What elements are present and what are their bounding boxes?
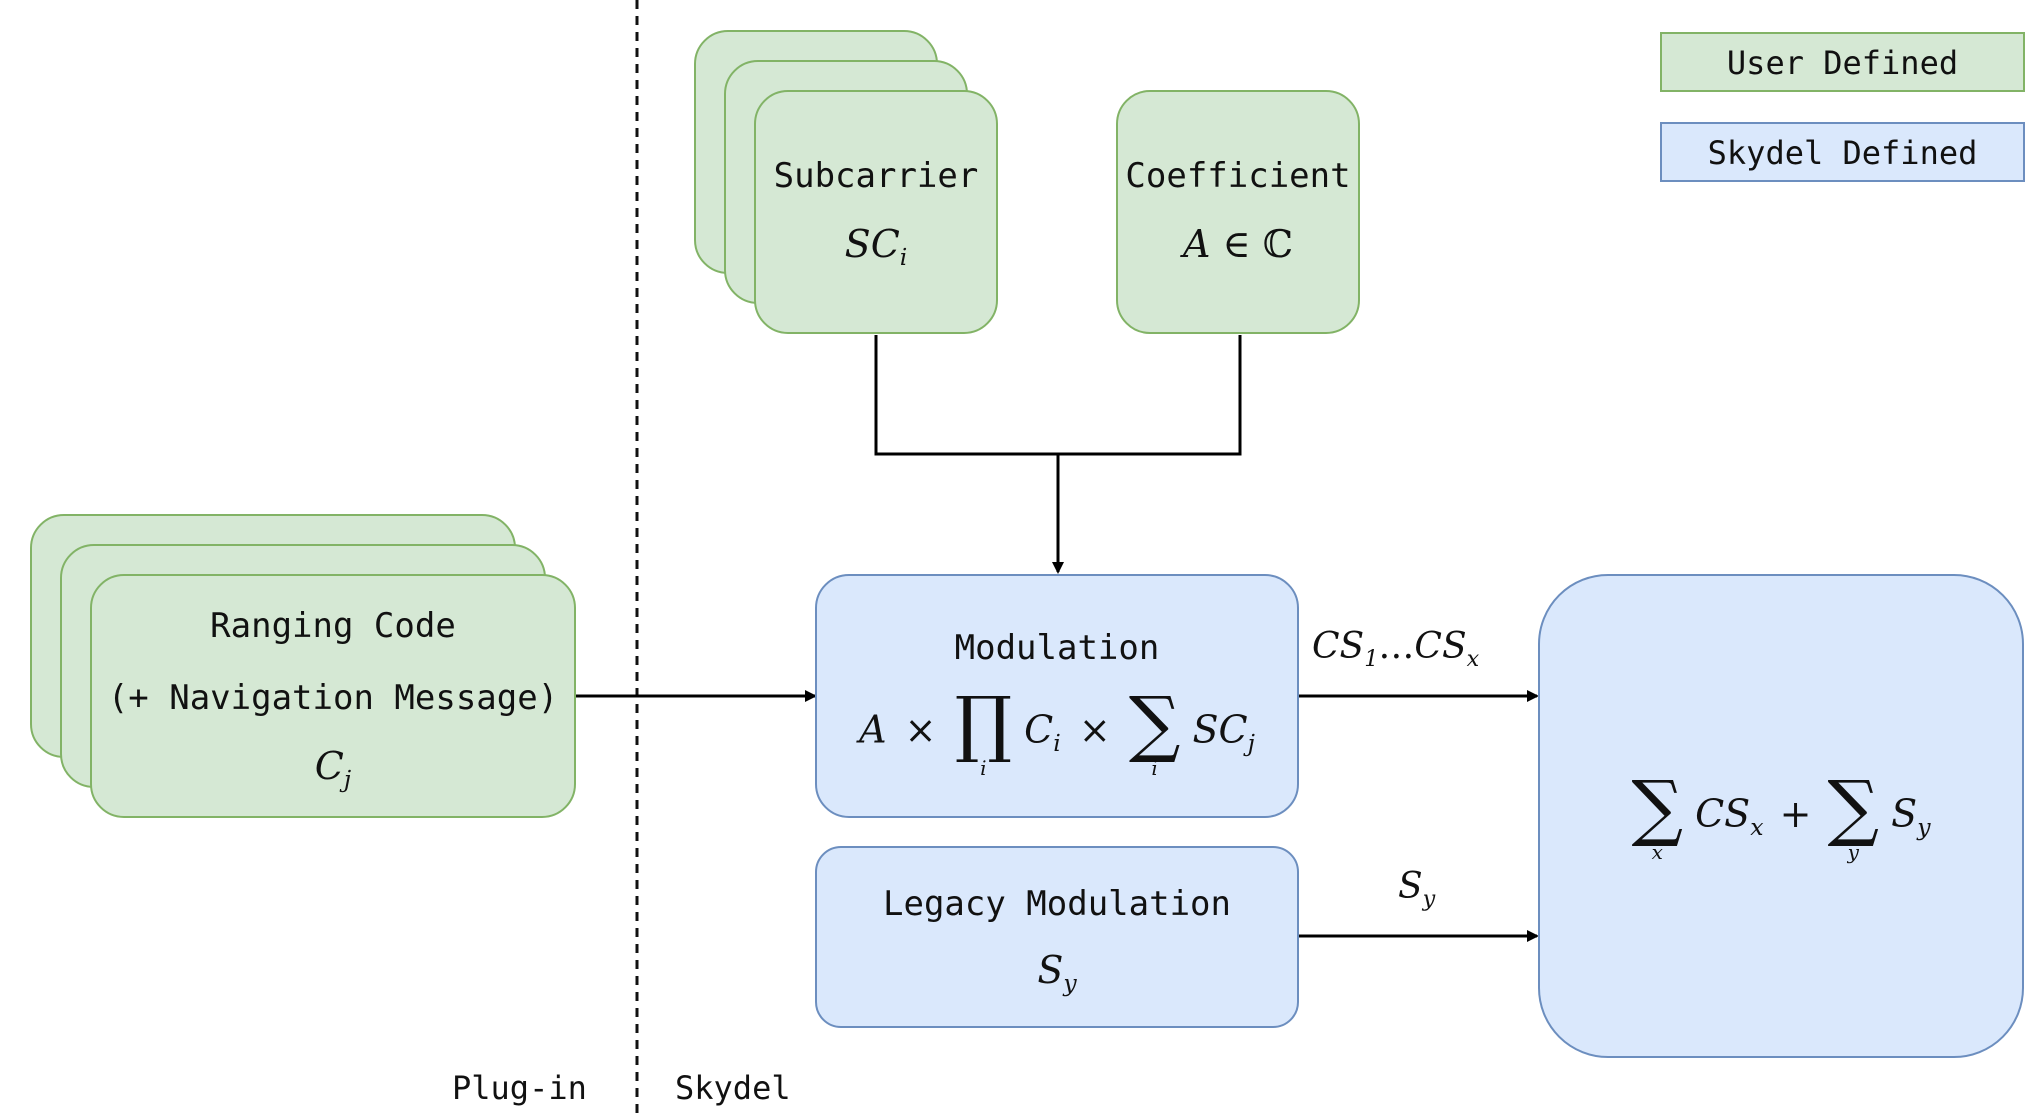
subcarrier-symbol: SCi <box>844 222 908 272</box>
modulation-box: Modulation A × ∏ i Ci × ∑ i SCj <box>815 574 1299 818</box>
legacy-modulation-title: Legacy Modulation <box>883 884 1231 924</box>
combiner-box: ∑ x CSx + ∑ y Sy <box>1538 574 2024 1058</box>
coefficient-title: Coefficient <box>1125 156 1351 196</box>
combiner-formula: ∑ x CSx + ∑ y Sy <box>1631 766 1931 865</box>
legend-skydel-defined: Skydel Defined <box>1660 122 2025 182</box>
subcarrier-box: Subcarrier SCi <box>754 90 998 334</box>
legacy-output-label: Sy <box>1398 866 1436 912</box>
subcarrier-connector <box>874 335 1061 456</box>
coefficient-box: Coefficient A ∈ ℂ <box>1116 90 1360 334</box>
coefficient-connector <box>1061 335 1242 456</box>
modulation-output-label: CS1…CSx <box>1312 626 1480 672</box>
subcarrier-title: Subcarrier <box>773 156 979 196</box>
modulation-title: Modulation <box>954 628 1160 668</box>
legacy-modulation-box: Legacy Modulation Sy <box>815 846 1299 1028</box>
coefficient-formula: A ∈ ℂ <box>1182 222 1294 266</box>
skydel-region-label: Skydel <box>675 1069 791 1107</box>
legend-user-defined-label: User Defined <box>1726 44 1959 82</box>
legend-skydel-defined-label: Skydel Defined <box>1707 134 1978 172</box>
legend-user-defined: User Defined <box>1660 32 2025 92</box>
product-operator: ∏ <box>954 682 1013 766</box>
sum-operator: ∑ <box>1128 682 1181 766</box>
ranging-code-symbol: Cj <box>314 744 352 794</box>
ranging-code-title: Ranging Code <box>210 606 456 646</box>
modulation-formula: A × ∏ i Ci × ∑ i SCj <box>859 682 1255 781</box>
legacy-modulation-symbol: Sy <box>1037 948 1077 998</box>
plugin-region-label: Plug-in <box>452 1069 587 1107</box>
ranging-code-box: Ranging Code (+ Navigation Message) Cj <box>90 574 576 818</box>
ranging-code-subtitle: (+ Navigation Message) <box>107 678 559 718</box>
